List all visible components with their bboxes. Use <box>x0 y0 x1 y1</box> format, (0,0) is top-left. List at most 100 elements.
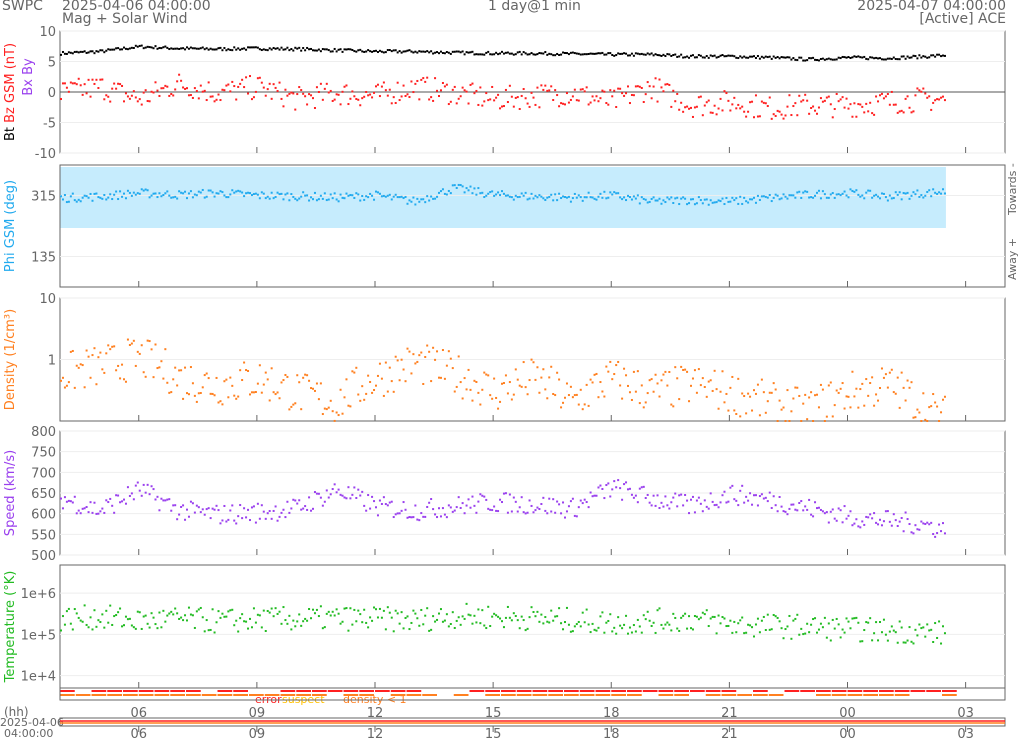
data-point-bz-gsm <box>221 88 224 91</box>
status-segment <box>831 694 847 696</box>
data-point-temperature <box>343 607 346 610</box>
data-point-speed <box>839 509 842 512</box>
data-point-phi-gsm <box>843 190 846 193</box>
data-point-speed <box>768 491 771 494</box>
data-point-density <box>79 363 82 366</box>
data-point-phi-gsm <box>934 191 937 194</box>
data-point-phi-gsm <box>457 183 460 186</box>
data-point-bz-gsm <box>499 107 502 110</box>
data-point-speed <box>892 513 895 516</box>
data-point-density <box>882 376 885 379</box>
data-point-bt <box>203 48 206 51</box>
data-point-bt <box>219 46 222 49</box>
y-tick-label: 700 <box>31 466 56 481</box>
data-point-phi-gsm <box>886 199 889 202</box>
data-point-temperature <box>784 628 787 631</box>
status-segment <box>548 690 563 692</box>
data-point-temperature <box>648 619 651 622</box>
data-point-bt <box>548 52 551 55</box>
data-point-temperature <box>558 607 561 610</box>
data-point-temperature <box>918 623 921 626</box>
data-point-speed <box>410 516 413 519</box>
data-point-bt <box>745 56 748 59</box>
data-point-bt <box>83 50 86 53</box>
data-point-density <box>128 343 131 346</box>
data-point-bt <box>351 48 354 51</box>
data-point-phi-gsm <box>756 194 759 197</box>
data-point-density <box>567 394 570 397</box>
data-point-bz-gsm <box>213 100 216 103</box>
y-tick-label: 750 <box>31 446 56 461</box>
data-point-bz-gsm <box>802 99 805 102</box>
data-point-density <box>331 410 334 413</box>
data-point-bz-gsm <box>786 105 789 108</box>
data-point-phi-gsm <box>142 189 145 192</box>
data-point-density <box>715 388 718 391</box>
data-point-density <box>197 392 200 395</box>
data-point-temperature <box>260 626 263 629</box>
y-axis-label: Speed (km/s) <box>3 450 18 536</box>
data-point-temperature <box>800 627 803 630</box>
data-point-bz-gsm <box>556 94 559 97</box>
data-point-bt <box>455 50 458 53</box>
data-point-bt <box>942 54 944 57</box>
data-point-speed <box>75 512 78 515</box>
data-point-density <box>241 379 244 382</box>
data-point-bz-gsm <box>792 105 795 108</box>
data-point-bt <box>621 52 624 55</box>
data-point-density <box>189 366 192 369</box>
data-point-bt <box>296 47 299 50</box>
data-point-bz-gsm <box>438 95 440 98</box>
data-point-speed <box>589 491 592 494</box>
status-segment <box>501 690 516 692</box>
data-point-bz-gsm <box>197 97 200 100</box>
data-point-bt <box>211 48 214 51</box>
data-point-speed <box>841 521 844 524</box>
data-point-density <box>469 388 472 391</box>
data-point-bt <box>353 50 356 53</box>
data-point-speed <box>371 495 374 498</box>
data-point-bt <box>252 46 255 49</box>
data-point-bz-gsm <box>89 95 92 98</box>
data-point-temperature <box>900 626 903 629</box>
data-point-density <box>105 352 108 355</box>
data-point-phi-gsm <box>788 194 791 197</box>
data-point-phi-gsm <box>526 198 529 201</box>
data-point-bz-gsm <box>481 104 484 107</box>
data-point-density <box>686 370 689 373</box>
data-point-speed <box>920 520 923 523</box>
data-point-speed <box>816 507 818 510</box>
data-point-temperature <box>943 632 946 635</box>
data-point-density <box>634 390 637 393</box>
data-point-temperature <box>264 630 267 633</box>
data-point-density <box>426 344 429 347</box>
data-point-bt <box>634 52 637 55</box>
data-point-phi-gsm <box>315 199 318 202</box>
data-point-temperature <box>243 620 246 623</box>
data-point-phi-gsm <box>227 196 230 199</box>
data-point-bt <box>124 47 127 50</box>
data-point-bz-gsm <box>81 93 84 96</box>
data-point-bt <box>522 51 525 54</box>
data-point-speed <box>623 483 626 486</box>
data-point-temperature <box>816 631 818 634</box>
data-point-speed <box>607 482 610 485</box>
data-point-density <box>816 393 818 396</box>
data-point-speed <box>392 516 395 519</box>
data-point-phi-gsm <box>729 200 732 203</box>
data-point-bt <box>81 50 84 53</box>
data-point-bt <box>101 49 104 52</box>
data-point-temperature <box>382 609 385 612</box>
data-point-phi-gsm <box>528 197 531 200</box>
data-point-density <box>146 339 149 342</box>
data-point-bz-gsm <box>812 105 815 108</box>
data-point-temperature <box>644 618 647 621</box>
data-point-bt <box>239 48 242 51</box>
data-point-speed <box>461 502 464 505</box>
data-point-bz-gsm <box>315 86 318 89</box>
data-point-phi-gsm <box>250 194 253 197</box>
data-point-density <box>262 383 265 386</box>
data-point-bt <box>160 47 163 50</box>
data-point-speed <box>408 516 411 519</box>
data-point-temperature <box>940 642 943 645</box>
